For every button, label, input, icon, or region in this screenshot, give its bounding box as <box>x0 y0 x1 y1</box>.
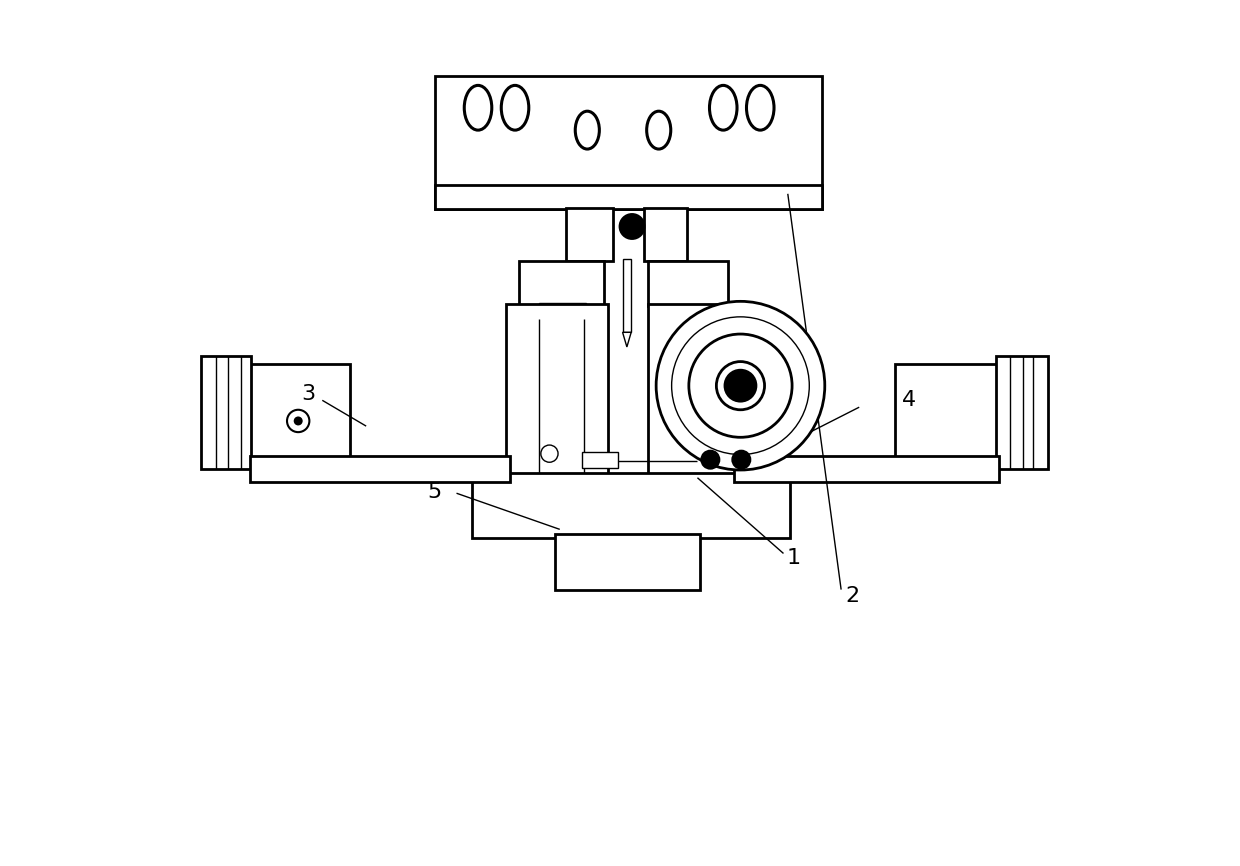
Bar <box>622 259 631 333</box>
Circle shape <box>733 451 750 469</box>
Circle shape <box>702 451 719 469</box>
Ellipse shape <box>575 111 599 149</box>
Circle shape <box>620 215 644 238</box>
Ellipse shape <box>647 111 671 149</box>
Circle shape <box>295 417 301 424</box>
Circle shape <box>717 362 765 410</box>
Circle shape <box>286 410 309 432</box>
Ellipse shape <box>464 86 492 130</box>
Text: 4: 4 <box>903 391 916 410</box>
Bar <box>231 365 350 461</box>
Bar <box>649 304 745 478</box>
Text: 5: 5 <box>428 481 441 501</box>
Bar <box>201 356 250 469</box>
Circle shape <box>541 445 558 462</box>
Ellipse shape <box>709 86 737 130</box>
Bar <box>250 456 510 482</box>
Circle shape <box>725 370 756 401</box>
Bar <box>520 261 604 306</box>
Bar <box>435 185 822 210</box>
Bar <box>565 208 613 261</box>
Bar <box>649 261 728 306</box>
Polygon shape <box>622 333 631 347</box>
Bar <box>996 356 1048 469</box>
Bar <box>734 456 998 482</box>
Bar <box>644 208 687 261</box>
Ellipse shape <box>746 86 774 130</box>
Bar <box>472 474 790 538</box>
Text: 2: 2 <box>846 586 859 606</box>
Bar <box>539 303 587 319</box>
Bar <box>506 304 608 478</box>
Text: 1: 1 <box>786 548 800 568</box>
Bar <box>895 365 1007 461</box>
Circle shape <box>656 301 825 470</box>
Bar <box>556 533 701 590</box>
Ellipse shape <box>501 86 528 130</box>
Bar <box>435 76 822 210</box>
Circle shape <box>689 334 792 437</box>
Text: 3: 3 <box>301 385 316 404</box>
Bar <box>582 452 619 469</box>
Circle shape <box>672 317 810 455</box>
